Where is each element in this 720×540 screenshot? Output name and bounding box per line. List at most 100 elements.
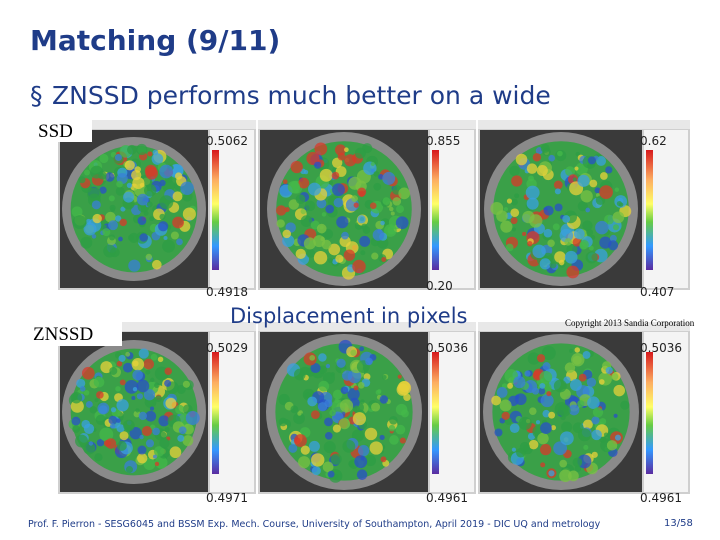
field-blob <box>311 466 321 476</box>
field-blob <box>98 171 107 180</box>
field-blob <box>513 376 526 389</box>
field-blob <box>314 161 322 169</box>
panels: 0.5062 0.4918 0.855 0.20 0.62 0.407 0.5029 0.49… <box>58 120 690 505</box>
field-blob <box>341 231 349 240</box>
field-blob <box>323 441 336 454</box>
field-blob <box>150 377 155 383</box>
field-blob <box>309 354 316 361</box>
field-blob <box>527 240 533 247</box>
field-blob <box>591 429 602 441</box>
field-blob <box>329 409 336 417</box>
field-blob <box>99 153 109 164</box>
max-label: 0.5036 <box>640 341 682 355</box>
field-blob <box>540 443 552 456</box>
field-blob <box>373 171 380 177</box>
field-blob <box>341 370 353 381</box>
field-blob <box>300 445 310 455</box>
field-blob <box>96 439 105 447</box>
field-blob <box>582 220 593 231</box>
field-blob <box>381 256 387 262</box>
colorbar <box>432 352 439 474</box>
field-blob <box>499 399 512 412</box>
field-blob <box>561 421 573 433</box>
field-blob <box>125 351 131 357</box>
field-blob <box>397 374 402 379</box>
field-blob <box>162 239 176 253</box>
field-blob <box>542 362 551 371</box>
field-blob <box>314 142 328 156</box>
field-blob <box>132 369 143 381</box>
field-blob <box>137 453 148 464</box>
field-blob <box>506 198 513 204</box>
field-blob <box>539 370 553 384</box>
field-blob <box>379 434 385 441</box>
field-blob <box>331 171 340 180</box>
field-blob <box>178 426 187 435</box>
field-blob <box>586 377 597 388</box>
max-label: 0.5029 <box>206 341 248 355</box>
row-label: ZNSSD <box>33 324 93 345</box>
field-blob <box>151 153 164 165</box>
field-blob <box>80 236 93 249</box>
field-blob <box>548 411 556 419</box>
field-blob <box>611 372 619 381</box>
field-blob <box>589 179 598 188</box>
field-blob <box>369 441 383 455</box>
field-blob <box>332 424 341 433</box>
bullet-text: ZNSSD performs much better on a wide <box>52 81 551 110</box>
field-blob <box>529 407 537 415</box>
field-blob <box>318 365 328 374</box>
field-blob <box>353 202 359 208</box>
field-blob <box>503 207 508 212</box>
field-blob <box>363 373 371 381</box>
field-blob <box>318 380 330 392</box>
field-blob <box>360 250 366 256</box>
field-blob <box>359 346 365 352</box>
field-blob <box>501 411 510 421</box>
colorbar <box>646 150 653 270</box>
field-blob <box>579 239 589 250</box>
min-label: 0.4918 <box>206 285 248 299</box>
field-blob <box>330 453 342 465</box>
field-blob <box>88 441 94 446</box>
field-blob <box>336 358 346 368</box>
field-blob <box>347 388 360 401</box>
field-blob <box>131 395 136 401</box>
field-blob <box>115 386 121 392</box>
field-blob <box>316 223 327 234</box>
field-blob <box>574 347 580 353</box>
field-blob <box>382 197 391 206</box>
field-blob <box>145 439 155 448</box>
field-blob <box>361 223 368 230</box>
field-blob <box>553 379 567 393</box>
field-blob <box>170 231 179 240</box>
field-blob <box>321 212 327 217</box>
field-blob <box>554 188 561 195</box>
field-blob <box>582 351 591 359</box>
field-blob <box>564 362 576 373</box>
field-blob <box>95 414 107 425</box>
field-blob <box>91 200 101 210</box>
field-blob <box>515 394 520 399</box>
bullet-marker: § <box>30 81 43 110</box>
field-blob <box>543 205 554 216</box>
field-blob <box>333 197 344 208</box>
field-blob <box>552 223 560 231</box>
field-blob <box>169 446 182 459</box>
field-blob <box>119 379 126 386</box>
field-blob <box>75 434 88 448</box>
field-blob <box>379 395 389 404</box>
field-blob <box>133 410 141 418</box>
field-blob <box>577 428 592 442</box>
field-blob <box>116 399 129 412</box>
field-blob <box>575 151 580 157</box>
field-blob <box>70 391 83 404</box>
field-blob <box>522 231 527 236</box>
field-blob <box>550 425 557 431</box>
field-blob <box>564 238 572 246</box>
field-blob <box>182 435 194 447</box>
field-blob <box>143 210 149 216</box>
field-blob <box>300 208 307 215</box>
footer: Prof. F. Pierron - SESG6045 and BSSM Exp… <box>28 519 601 530</box>
field-blob <box>389 435 399 445</box>
